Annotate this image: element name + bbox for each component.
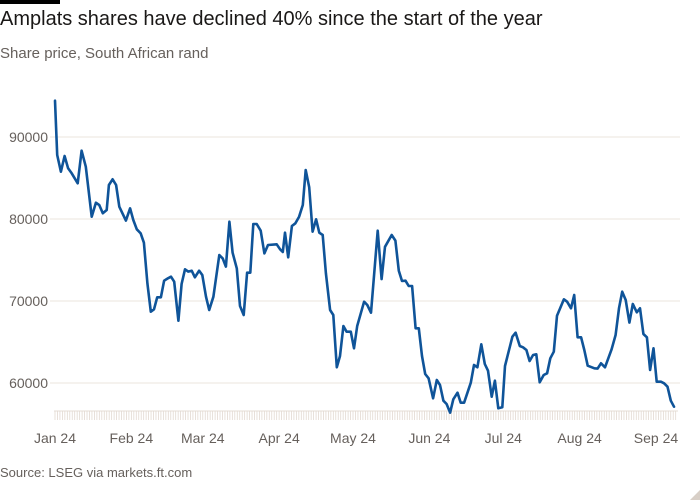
chart-title: Amplats shares have declined 40% since t… xyxy=(0,8,543,30)
x-tick-label: Feb 24 xyxy=(110,430,154,446)
x-tick-label: Jul 24 xyxy=(485,430,523,446)
x-tick-label: Aug 24 xyxy=(557,430,602,446)
x-axis-minor-ticks xyxy=(54,410,678,420)
brand-bar xyxy=(0,0,60,4)
x-tick-label: Jan 24 xyxy=(34,430,76,446)
x-axis: Jan 24 Feb 24 Mar 24 Apr 24 May 24 Jun 24 Jul … xyxy=(34,430,678,446)
corner-decoration xyxy=(690,490,700,500)
x-tick-label: Jun 24 xyxy=(408,430,450,446)
chart-subtitle: Share price, South African rand xyxy=(0,45,209,62)
y-tick-label: 80000 xyxy=(9,211,48,227)
source-note: Source: LSEG via markets.ft.com xyxy=(0,465,193,480)
x-tick-label: May 24 xyxy=(330,430,376,446)
series-line-amplats xyxy=(53,99,676,414)
x-tick-label: Mar 24 xyxy=(181,430,225,446)
y-tick-label: 70000 xyxy=(9,293,48,309)
y-tick-label: 60000 xyxy=(9,375,48,391)
x-tick-label: Apr 24 xyxy=(259,430,300,446)
y-tick-label: 90000 xyxy=(9,129,48,145)
x-tick-label: Sep 24 xyxy=(634,430,679,446)
series-layer xyxy=(53,99,676,414)
y-axis: 60000 70000 80000 90000 xyxy=(9,129,48,391)
